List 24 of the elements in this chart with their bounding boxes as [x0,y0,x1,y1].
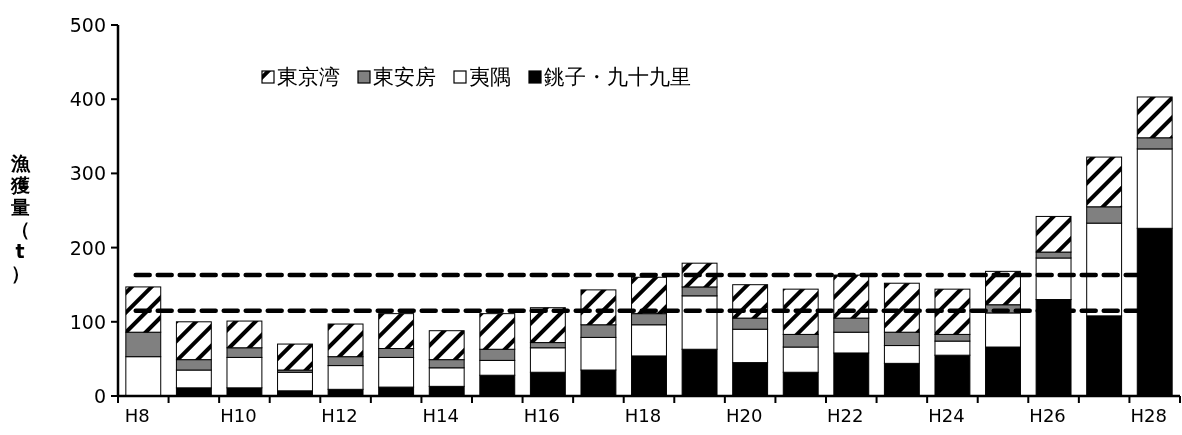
x-tick-label: H24 [928,405,965,426]
x-tick-label: H22 [827,405,864,426]
y-tick-label: 300 [69,162,106,185]
legend-label: 東京湾 [277,65,340,89]
legend-label: 銚子・九十九里 [544,65,691,89]
y-tick-label: 0 [93,385,106,407]
y-tick-label: 100 [69,310,106,333]
y-tick-label: 400 [69,88,106,111]
bar [277,343,313,371]
legend-label: 東安房 [373,65,436,89]
y-tick-label: 500 [69,14,106,36]
x-tick-label: H18 [624,405,662,426]
x-tick-label: H20 [725,405,763,426]
x-tick-label: H28 [1130,405,1167,426]
x-tick-label: H26 [1029,405,1066,426]
y-tick-label: 200 [69,236,106,259]
y-axis-title: 漁獲量（t） [9,152,31,284]
x-tick-label: H16 [523,405,561,426]
x-tick-label: H12 [321,405,358,426]
x-tick-label: H10 [220,405,257,426]
bar [277,371,313,392]
legend-label: 夷隅 [469,65,511,89]
x-tick-label: H8 [124,405,150,426]
x-tick-label: H14 [422,405,459,426]
